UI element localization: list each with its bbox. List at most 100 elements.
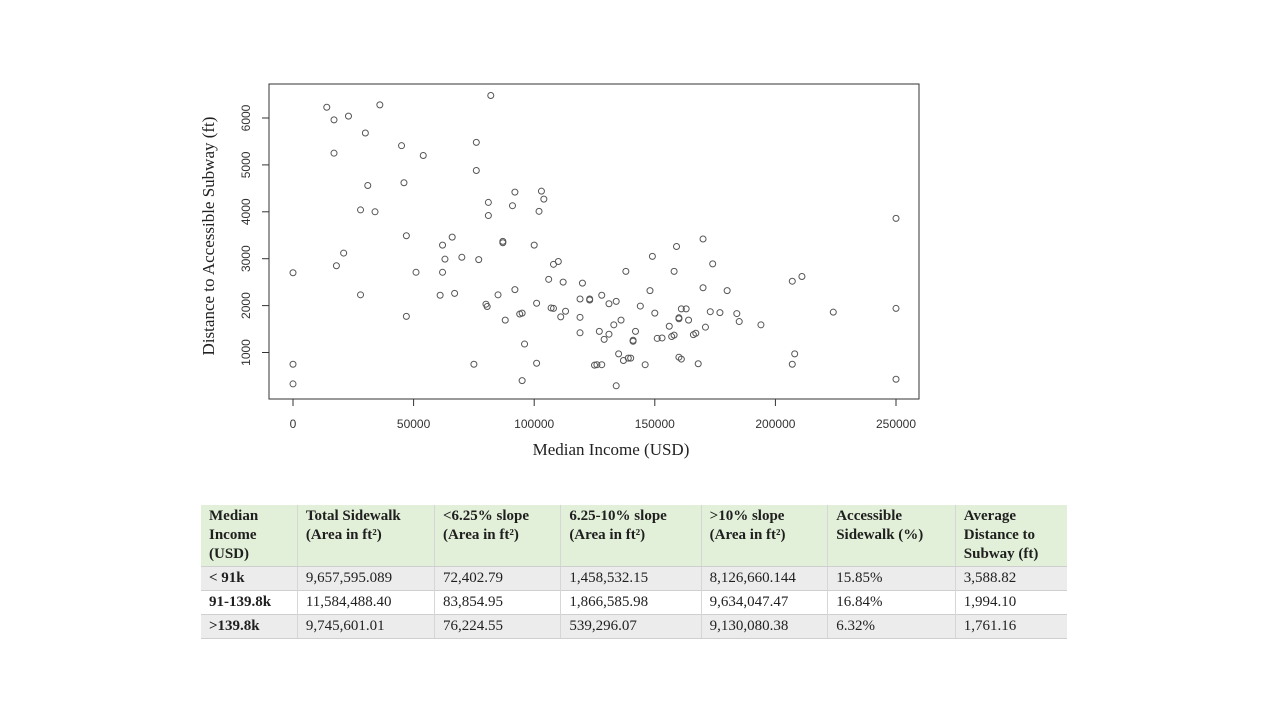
data-point <box>472 167 480 175</box>
data-point <box>448 233 456 241</box>
data-point <box>709 260 717 268</box>
data-point <box>484 198 492 206</box>
cell-slope-over-10: 9,130,080.38 <box>700 614 828 639</box>
data-point <box>535 207 543 215</box>
data-point <box>499 239 507 247</box>
data-point <box>439 241 447 249</box>
table-row: >139.8k 9,745,601.01 76,224.55 539,296.07 9,… <box>201 614 1067 639</box>
data-point <box>627 354 635 362</box>
cell-total-sidewalk: 11,584,488.40 <box>296 590 435 615</box>
cell-average-distance: 1,994.10 <box>954 590 1067 615</box>
cell-slope-over-10: 8,126,660.144 <box>700 566 828 591</box>
data-point <box>622 267 630 275</box>
data-point <box>788 360 796 368</box>
header-slope-under-6-25: <6.25% slope (Area in ft²) <box>433 505 561 567</box>
data-point <box>412 268 420 276</box>
income-sidewalk-table: Median Income (USD) Total Sidewalk (Area in … <box>201 505 1067 639</box>
header-line: Sidewalk (%) <box>836 527 924 543</box>
data-point <box>598 291 606 299</box>
data-point <box>470 360 478 368</box>
data-point <box>658 334 666 342</box>
data-point <box>530 241 538 249</box>
data-point <box>788 277 796 285</box>
cell-median-income: 91-139.8k <box>201 590 298 615</box>
data-point <box>402 312 410 320</box>
header-slope-6-25-10: 6.25-10% slope (Area in ft²) <box>560 505 702 567</box>
data-point <box>629 337 637 345</box>
y-tick-label: 4000 <box>239 198 253 225</box>
data-point <box>289 380 297 388</box>
data-point <box>673 243 681 251</box>
data-point <box>677 305 685 313</box>
data-point <box>371 208 379 216</box>
header-line: Income <box>209 527 257 543</box>
header-line: Subway (ft) <box>963 546 1039 562</box>
data-point <box>332 262 340 270</box>
header-line: (Area in ft²) <box>305 527 382 543</box>
data-point <box>636 302 644 310</box>
table-row: 91-139.8k 11,584,488.40 83,854.95 1,866,585… <box>201 590 1067 615</box>
data-point <box>439 268 447 276</box>
cell-total-sidewalk: 9,657,595.089 <box>296 566 435 591</box>
data-point <box>892 304 900 312</box>
header-line: (Area in ft²) <box>442 527 519 543</box>
data-point <box>289 269 297 277</box>
data-point <box>641 361 649 369</box>
data-point <box>330 149 338 157</box>
cell-slope-under-6-25: 83,854.95 <box>433 590 561 615</box>
header-line: <6.25% slope <box>442 508 530 524</box>
header-average-distance: Average Distance to Subway (ft) <box>954 505 1067 567</box>
header-line: Median <box>209 508 259 524</box>
x-ticks: 0 50000 100000 150000 200000 250000 <box>290 399 916 431</box>
data-point <box>545 275 553 283</box>
data-point <box>540 195 548 203</box>
data-point <box>436 291 444 299</box>
data-point <box>723 287 731 295</box>
header-line: (USD) <box>209 546 249 562</box>
data-point <box>665 322 673 330</box>
data-point <box>400 179 408 187</box>
data-points <box>289 91 900 390</box>
x-tick-label: 250000 <box>876 417 916 431</box>
data-point <box>533 299 541 307</box>
y-tick-label: 3000 <box>239 245 253 272</box>
data-point <box>576 295 584 303</box>
data-point <box>624 354 632 362</box>
header-total-sidewalk: Total Sidewalk (Area in ft²) <box>296 505 435 567</box>
data-point <box>605 330 613 338</box>
header-line: Average <box>963 508 1016 524</box>
data-point <box>694 360 702 368</box>
data-point <box>537 187 545 195</box>
header-median-income: Median Income (USD) <box>201 505 298 567</box>
data-point <box>648 252 656 260</box>
data-point <box>533 359 541 367</box>
data-point <box>675 315 683 323</box>
data-point <box>892 375 900 383</box>
data-point <box>646 287 654 295</box>
cell-slope-6-25-10: 1,458,532.15 <box>560 566 702 591</box>
data-point <box>653 334 661 342</box>
data-point <box>340 249 348 257</box>
y-tick-label: 5000 <box>239 151 253 178</box>
data-point <box>605 300 613 308</box>
data-point <box>651 309 659 317</box>
data-point <box>701 323 709 331</box>
data-point <box>595 327 603 335</box>
data-point <box>376 101 384 109</box>
data-point <box>472 138 480 146</box>
data-point <box>632 327 640 335</box>
data-point <box>554 258 562 266</box>
data-point <box>757 321 765 329</box>
data-point <box>682 305 690 313</box>
data-point <box>494 291 502 299</box>
cell-accessible-sidewalk: 16.84% <box>827 590 956 615</box>
data-point <box>670 331 678 339</box>
data-point <box>706 308 714 316</box>
data-point <box>419 152 427 160</box>
data-point <box>323 103 331 111</box>
data-point <box>511 188 519 196</box>
data-point <box>735 318 743 326</box>
cell-median-income: >139.8k <box>201 614 298 639</box>
data-point <box>501 316 509 324</box>
data-point <box>557 313 565 321</box>
